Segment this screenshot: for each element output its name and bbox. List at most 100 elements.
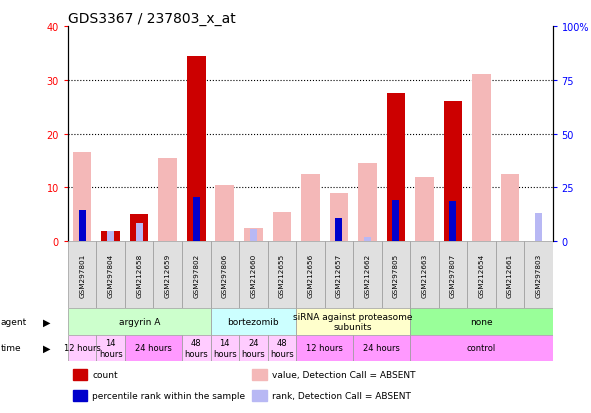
- Bar: [239, 242, 268, 309]
- Bar: [410, 335, 553, 361]
- Bar: [96, 242, 125, 309]
- Bar: [125, 242, 154, 309]
- Bar: [79, 211, 86, 242]
- Bar: [73, 390, 87, 401]
- Bar: [193, 198, 200, 242]
- Text: value, Detection Call = ABSENT: value, Detection Call = ABSENT: [271, 370, 415, 379]
- Bar: [244, 228, 262, 242]
- Text: rank, Detection Call = ABSENT: rank, Detection Call = ABSENT: [271, 391, 410, 400]
- Bar: [467, 242, 496, 309]
- Bar: [382, 242, 410, 309]
- Bar: [501, 175, 519, 242]
- Bar: [130, 215, 148, 242]
- Text: 24
hours: 24 hours: [241, 338, 265, 358]
- Bar: [272, 212, 291, 242]
- Text: none: none: [470, 317, 493, 326]
- Text: time: time: [1, 344, 21, 352]
- Bar: [182, 335, 210, 361]
- Text: 14
hours: 14 hours: [213, 338, 236, 358]
- Bar: [210, 309, 296, 335]
- Bar: [524, 242, 553, 309]
- Bar: [73, 369, 87, 380]
- Text: GSM212663: GSM212663: [421, 253, 427, 297]
- Text: ▶: ▶: [43, 343, 50, 353]
- Text: 24 hours: 24 hours: [135, 344, 172, 352]
- Bar: [449, 202, 456, 242]
- Text: siRNA against proteasome
subunits: siRNA against proteasome subunits: [293, 312, 413, 331]
- Bar: [158, 159, 177, 242]
- Text: 48
hours: 48 hours: [270, 338, 294, 358]
- Text: 24 hours: 24 hours: [363, 344, 400, 352]
- Text: 12 hours: 12 hours: [64, 344, 100, 352]
- Bar: [296, 242, 324, 309]
- Text: 12 hours: 12 hours: [306, 344, 343, 352]
- Bar: [239, 335, 268, 361]
- Text: GSM297802: GSM297802: [193, 253, 199, 297]
- Bar: [301, 175, 320, 242]
- Bar: [363, 237, 371, 242]
- Bar: [324, 242, 353, 309]
- Bar: [392, 201, 400, 242]
- Bar: [68, 309, 210, 335]
- Text: GDS3367 / 237803_x_at: GDS3367 / 237803_x_at: [68, 12, 236, 26]
- Bar: [296, 335, 353, 361]
- Bar: [353, 335, 410, 361]
- Text: control: control: [467, 344, 496, 352]
- Bar: [210, 335, 239, 361]
- Text: GSM212660: GSM212660: [250, 253, 256, 297]
- Bar: [535, 214, 542, 242]
- Bar: [216, 185, 234, 242]
- Text: GSM297801: GSM297801: [79, 253, 85, 297]
- Bar: [415, 177, 434, 242]
- Text: GSM212662: GSM212662: [364, 253, 371, 297]
- Text: GSM297805: GSM297805: [393, 253, 399, 297]
- Bar: [268, 335, 296, 361]
- Bar: [68, 335, 96, 361]
- Bar: [353, 242, 382, 309]
- Text: GSM297803: GSM297803: [535, 253, 541, 297]
- Bar: [68, 242, 96, 309]
- Bar: [187, 57, 206, 242]
- Bar: [439, 242, 467, 309]
- Text: percentile rank within the sample: percentile rank within the sample: [92, 391, 245, 400]
- Bar: [335, 218, 342, 242]
- Text: agent: agent: [1, 317, 27, 326]
- Bar: [210, 242, 239, 309]
- Bar: [73, 153, 92, 242]
- Bar: [136, 223, 143, 242]
- Bar: [296, 309, 410, 335]
- Text: GSM297804: GSM297804: [108, 253, 113, 297]
- Bar: [249, 230, 257, 242]
- Text: GSM212655: GSM212655: [279, 253, 285, 297]
- Text: ▶: ▶: [43, 317, 50, 327]
- Bar: [268, 242, 296, 309]
- Bar: [154, 242, 182, 309]
- Bar: [410, 242, 439, 309]
- Bar: [443, 102, 462, 242]
- Bar: [358, 164, 376, 242]
- Text: GSM212659: GSM212659: [165, 253, 171, 297]
- Bar: [252, 390, 267, 401]
- Bar: [472, 75, 491, 242]
- Text: GSM212654: GSM212654: [478, 253, 484, 297]
- Text: GSM212657: GSM212657: [336, 253, 342, 297]
- Text: GSM212658: GSM212658: [137, 253, 142, 297]
- Text: bortezomib: bortezomib: [228, 317, 279, 326]
- Text: 14
hours: 14 hours: [99, 338, 122, 358]
- Text: GSM212656: GSM212656: [307, 253, 313, 297]
- Text: argyrin A: argyrin A: [119, 317, 160, 326]
- Text: GSM297806: GSM297806: [222, 253, 228, 297]
- Bar: [102, 231, 120, 242]
- Bar: [387, 94, 405, 242]
- Bar: [107, 231, 114, 242]
- Bar: [330, 193, 348, 242]
- Bar: [496, 242, 524, 309]
- Text: GSM297807: GSM297807: [450, 253, 456, 297]
- Bar: [410, 309, 553, 335]
- Text: count: count: [92, 370, 118, 379]
- Bar: [96, 335, 125, 361]
- Text: 48
hours: 48 hours: [184, 338, 208, 358]
- Bar: [252, 369, 267, 380]
- Bar: [182, 242, 210, 309]
- Bar: [125, 335, 182, 361]
